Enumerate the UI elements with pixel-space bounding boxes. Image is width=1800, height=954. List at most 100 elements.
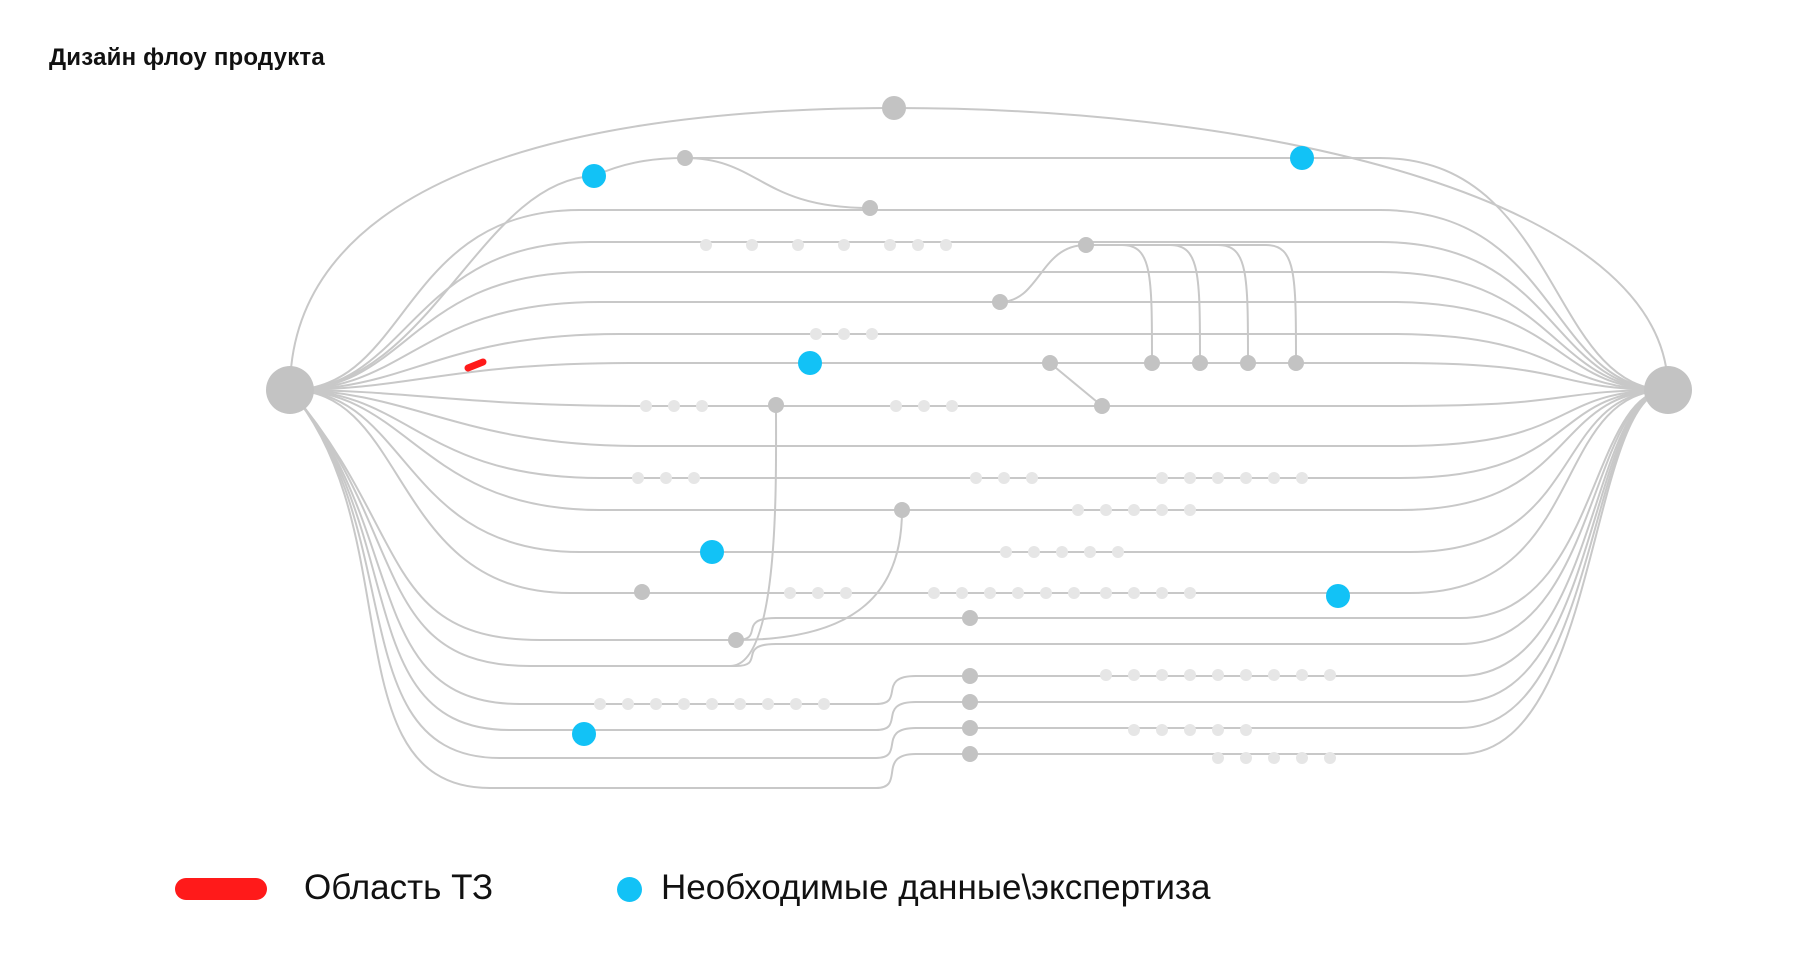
legend-tz-swatch <box>175 878 267 900</box>
placeholder-step-dot <box>1128 504 1140 516</box>
placeholder-step-dot <box>746 239 758 251</box>
step-node <box>1042 355 1058 371</box>
placeholder-step-dot <box>1296 472 1308 484</box>
placeholder-step-dot <box>1212 724 1224 736</box>
placeholder-step-dot <box>810 328 822 340</box>
placeholder-step-dot <box>762 698 774 710</box>
placeholder-step-dot <box>1240 669 1252 681</box>
flow-lane-3 <box>289 271 1669 391</box>
placeholder-step-dot <box>1324 752 1336 764</box>
placeholder-step-dot <box>734 698 746 710</box>
placeholder-step-dot <box>650 698 662 710</box>
step-node <box>962 720 978 736</box>
placeholder-step-dot <box>838 328 850 340</box>
placeholder-step-dot <box>1040 587 1052 599</box>
step-node <box>1288 355 1304 371</box>
placeholder-step-dot <box>840 587 852 599</box>
step-node <box>1078 237 1094 253</box>
placeholder-step-dot <box>700 239 712 251</box>
placeholder-step-dot <box>632 472 644 484</box>
placeholder-step-dot <box>956 587 968 599</box>
placeholder-step-dot <box>884 239 896 251</box>
flow-edges <box>289 106 1669 789</box>
flow-lane-lower-3 <box>289 389 1669 705</box>
flow-lane-9 <box>289 389 1669 479</box>
flow-lane-6 <box>289 362 1669 391</box>
placeholder-step-dot <box>1268 669 1280 681</box>
legend-tz-label: Область ТЗ <box>304 868 494 907</box>
placeholder-step-dot <box>984 587 996 599</box>
placeholder-step-dot <box>640 400 652 412</box>
flow-branch-vertical-1 <box>540 404 778 667</box>
flow-hook-1 <box>1086 244 1153 364</box>
step-node <box>894 502 910 518</box>
placeholder-step-dot <box>1084 546 1096 558</box>
placeholder-step-dot <box>1112 546 1124 558</box>
placeholder-step-dot <box>1100 504 1112 516</box>
legend-data-label: Необходимые данные\экспертиза <box>661 868 1211 907</box>
flow-lane-12 <box>289 389 1669 594</box>
step-node <box>962 746 978 762</box>
step-node <box>862 200 878 216</box>
placeholder-step-dot <box>1268 752 1280 764</box>
placeholder-step-dot <box>812 587 824 599</box>
step-node <box>768 397 784 413</box>
flow-lane-top-arc <box>289 106 1669 391</box>
flow-nodes <box>266 96 1692 762</box>
data-expertise-node <box>572 722 596 746</box>
placeholder-step-dot <box>1240 472 1252 484</box>
flow-lane-2 <box>289 241 1669 391</box>
flow-branch-cross <box>1049 362 1103 407</box>
placeholder-step-dot <box>1324 669 1336 681</box>
step-node <box>962 610 978 626</box>
placeholder-step-dot <box>1184 504 1196 516</box>
placeholder-step-dot <box>1026 472 1038 484</box>
placeholder-step-dot <box>1156 669 1168 681</box>
placeholder-step-dot <box>1212 752 1224 764</box>
placeholder-step-dot <box>1056 546 1068 558</box>
data-expertise-node <box>1290 146 1314 170</box>
flow-lane-lower-2 <box>289 389 1669 667</box>
placeholder-step-dot <box>1240 724 1252 736</box>
placeholder-step-dot <box>784 587 796 599</box>
placeholder-step-dot <box>1156 724 1168 736</box>
flow-branch-merge <box>999 244 1087 303</box>
placeholder-step-dot <box>866 328 878 340</box>
placeholder-step-dot <box>1100 669 1112 681</box>
step-node <box>962 694 978 710</box>
step-node <box>962 668 978 684</box>
placeholder-step-dot <box>1128 669 1140 681</box>
placeholder-step-dot <box>1184 669 1196 681</box>
placeholder-step-dot <box>1184 587 1196 599</box>
flow-lane-7 <box>289 389 1669 407</box>
placeholder-step-dot <box>818 698 830 710</box>
step-node <box>677 150 693 166</box>
flow-lane-10 <box>289 389 1669 511</box>
step-node <box>728 632 744 648</box>
diagram-title: Дизайн флоу продукта <box>49 44 325 71</box>
placeholder-step-dot <box>1072 504 1084 516</box>
data-expertise-node <box>700 540 724 564</box>
placeholder-step-dot <box>912 239 924 251</box>
placeholder-step-dot <box>1000 546 1012 558</box>
flow-lane-upper <box>289 157 1669 391</box>
placeholder-step-dot <box>706 698 718 710</box>
placeholder-step-dot <box>928 587 940 599</box>
placeholder-step-dot <box>1296 752 1308 764</box>
data-expertise-node <box>1326 584 1350 608</box>
flow-lane-lower-1 <box>289 389 1669 641</box>
flow-lane-5 <box>289 333 1669 391</box>
step-node <box>1094 398 1110 414</box>
placeholder-step-dot <box>1128 724 1140 736</box>
flow-lane-1 <box>289 209 1669 391</box>
flow-branch-upper <box>684 157 871 209</box>
step-node <box>992 294 1008 310</box>
flow-lane-lower-4 <box>289 389 1669 731</box>
placeholder-step-dot <box>1156 504 1168 516</box>
placeholder-step-dot <box>970 472 982 484</box>
placeholder-step-dot <box>792 239 804 251</box>
step-node <box>1144 355 1160 371</box>
placeholder-step-dot <box>1240 752 1252 764</box>
placeholder-step-dot <box>918 400 930 412</box>
